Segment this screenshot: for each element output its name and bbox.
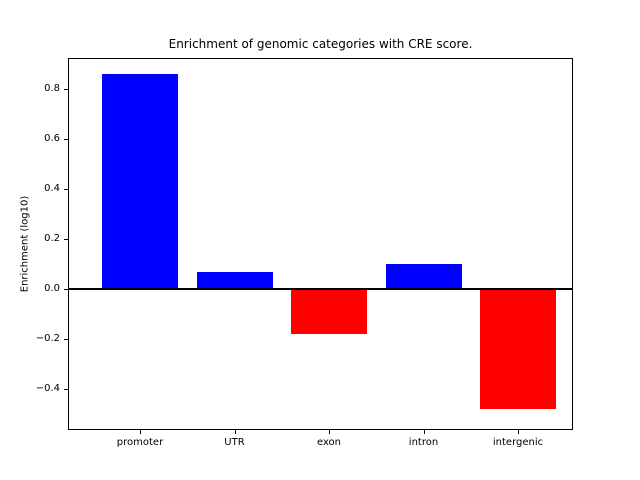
zero-baseline: [68, 288, 573, 290]
x-tick-label-UTR: UTR: [224, 437, 245, 448]
x-tick-mark: [329, 430, 330, 434]
y-tick-mark: [64, 289, 68, 290]
y-tick-label: 0.6: [44, 133, 60, 144]
y-tick-mark: [64, 89, 68, 90]
y-tick-label: −0.2: [35, 333, 60, 344]
y-tick-label: 0.2: [44, 233, 60, 244]
y-tick-mark: [64, 239, 68, 240]
x-tick-label-intron: intron: [408, 437, 439, 448]
x-tick-label-intergenic: intergenic: [492, 437, 544, 448]
y-tick-label: 0.8: [44, 83, 60, 94]
x-tick-mark: [518, 430, 519, 434]
bar-exon: [291, 289, 367, 334]
y-tick-mark: [64, 139, 68, 140]
y-tick-label: −0.4: [35, 383, 60, 394]
y-tick-mark: [64, 389, 68, 390]
x-tick-label-promoter: promoter: [116, 437, 164, 448]
y-axis-label: Enrichment (log10): [19, 195, 31, 293]
chart-title: Enrichment of genomic categories with CR…: [168, 37, 473, 51]
x-tick-mark: [234, 430, 236, 434]
bar-UTR: [196, 271, 273, 289]
bar-intergenic: [480, 289, 556, 409]
y-tick-label: 0.4: [44, 183, 60, 194]
y-tick-mark: [64, 189, 68, 190]
bar-promoter: [102, 74, 178, 289]
bar-intron: [385, 264, 462, 289]
x-tick-mark: [140, 430, 141, 434]
x-tick-mark: [423, 430, 425, 434]
y-tick-mark: [64, 339, 68, 340]
y-tick-label: 0.0: [44, 283, 60, 294]
x-tick-label-exon: exon: [316, 437, 342, 448]
